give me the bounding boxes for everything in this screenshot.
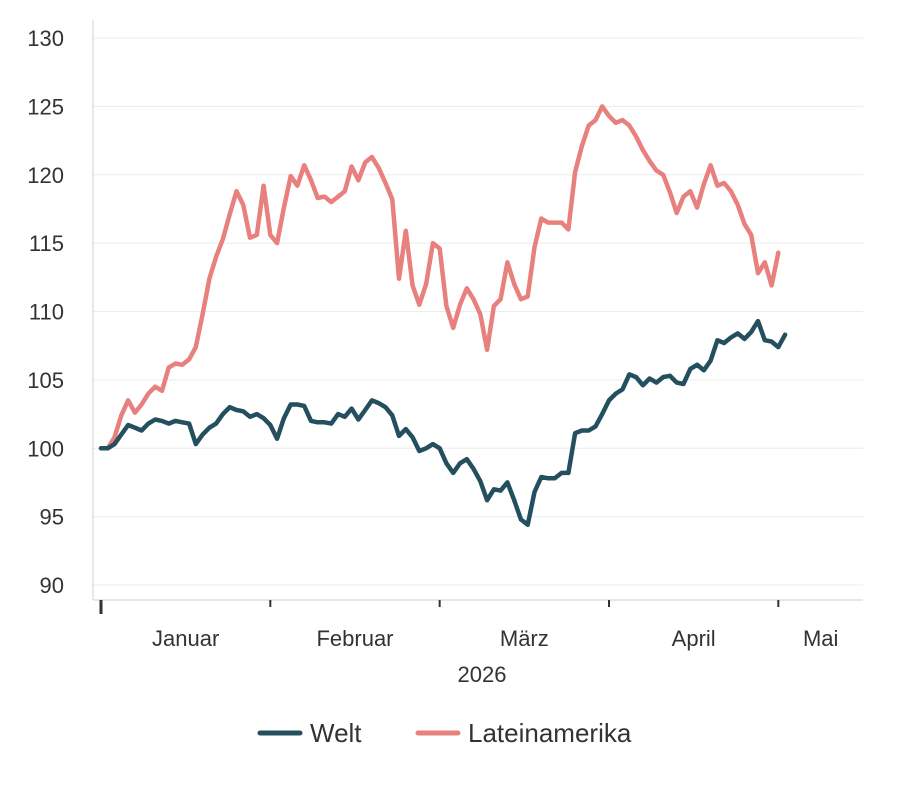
x-tick-label: April — [672, 626, 716, 651]
series-line-lateinamerika — [98, 104, 781, 451]
x-axis-year-label: 2026 — [458, 662, 507, 687]
series-line-welt — [98, 318, 788, 528]
legend: Welt Lateinamerika — [257, 718, 632, 748]
x-tick-label: Januar — [152, 626, 219, 651]
legend-item-lateinamerika: Lateinamerika — [415, 718, 632, 748]
y-axis-tick-labels: 90 95 100 105 110 115 120 125 130 — [27, 26, 64, 598]
legend-label: Lateinamerika — [468, 718, 632, 748]
axes — [92, 20, 863, 614]
y-tick-label: 120 — [27, 163, 64, 188]
x-tick-label: März — [500, 626, 549, 651]
y-tick-label: 110 — [29, 300, 64, 325]
legend-item-welt: Welt — [257, 718, 362, 748]
y-tick-label: 95 — [40, 505, 64, 530]
x-tick-label: Mai — [803, 626, 838, 651]
y-tick-label: 100 — [27, 436, 64, 461]
y-tick-label: 130 — [27, 26, 64, 51]
y-tick-label: 105 — [27, 368, 64, 393]
x-axis-tick-labels: Januar Februar März April Mai 2026 — [152, 626, 838, 687]
y-tick-label: 90 — [40, 573, 64, 598]
x-tick-label: Februar — [316, 626, 393, 651]
legend-label: Welt — [310, 718, 362, 748]
y-tick-label: 125 — [27, 94, 64, 119]
y-tick-label: 115 — [29, 231, 64, 256]
series-lines — [98, 104, 788, 528]
